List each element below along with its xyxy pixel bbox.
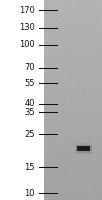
Text: 10: 10 (24, 189, 35, 198)
Text: 100: 100 (19, 40, 35, 49)
Text: 40: 40 (24, 99, 35, 108)
Bar (75, 143, 92, 154)
Text: 25: 25 (24, 130, 35, 139)
Text: 70: 70 (24, 63, 35, 72)
Text: 170: 170 (19, 6, 35, 15)
Bar (0, 0, 44, 200)
Text: 55: 55 (24, 79, 35, 88)
Bar (77, 146, 90, 151)
Text: 130: 130 (19, 23, 35, 32)
Text: 35: 35 (24, 108, 35, 117)
Text: 15: 15 (24, 163, 35, 172)
Bar (76, 145, 92, 153)
